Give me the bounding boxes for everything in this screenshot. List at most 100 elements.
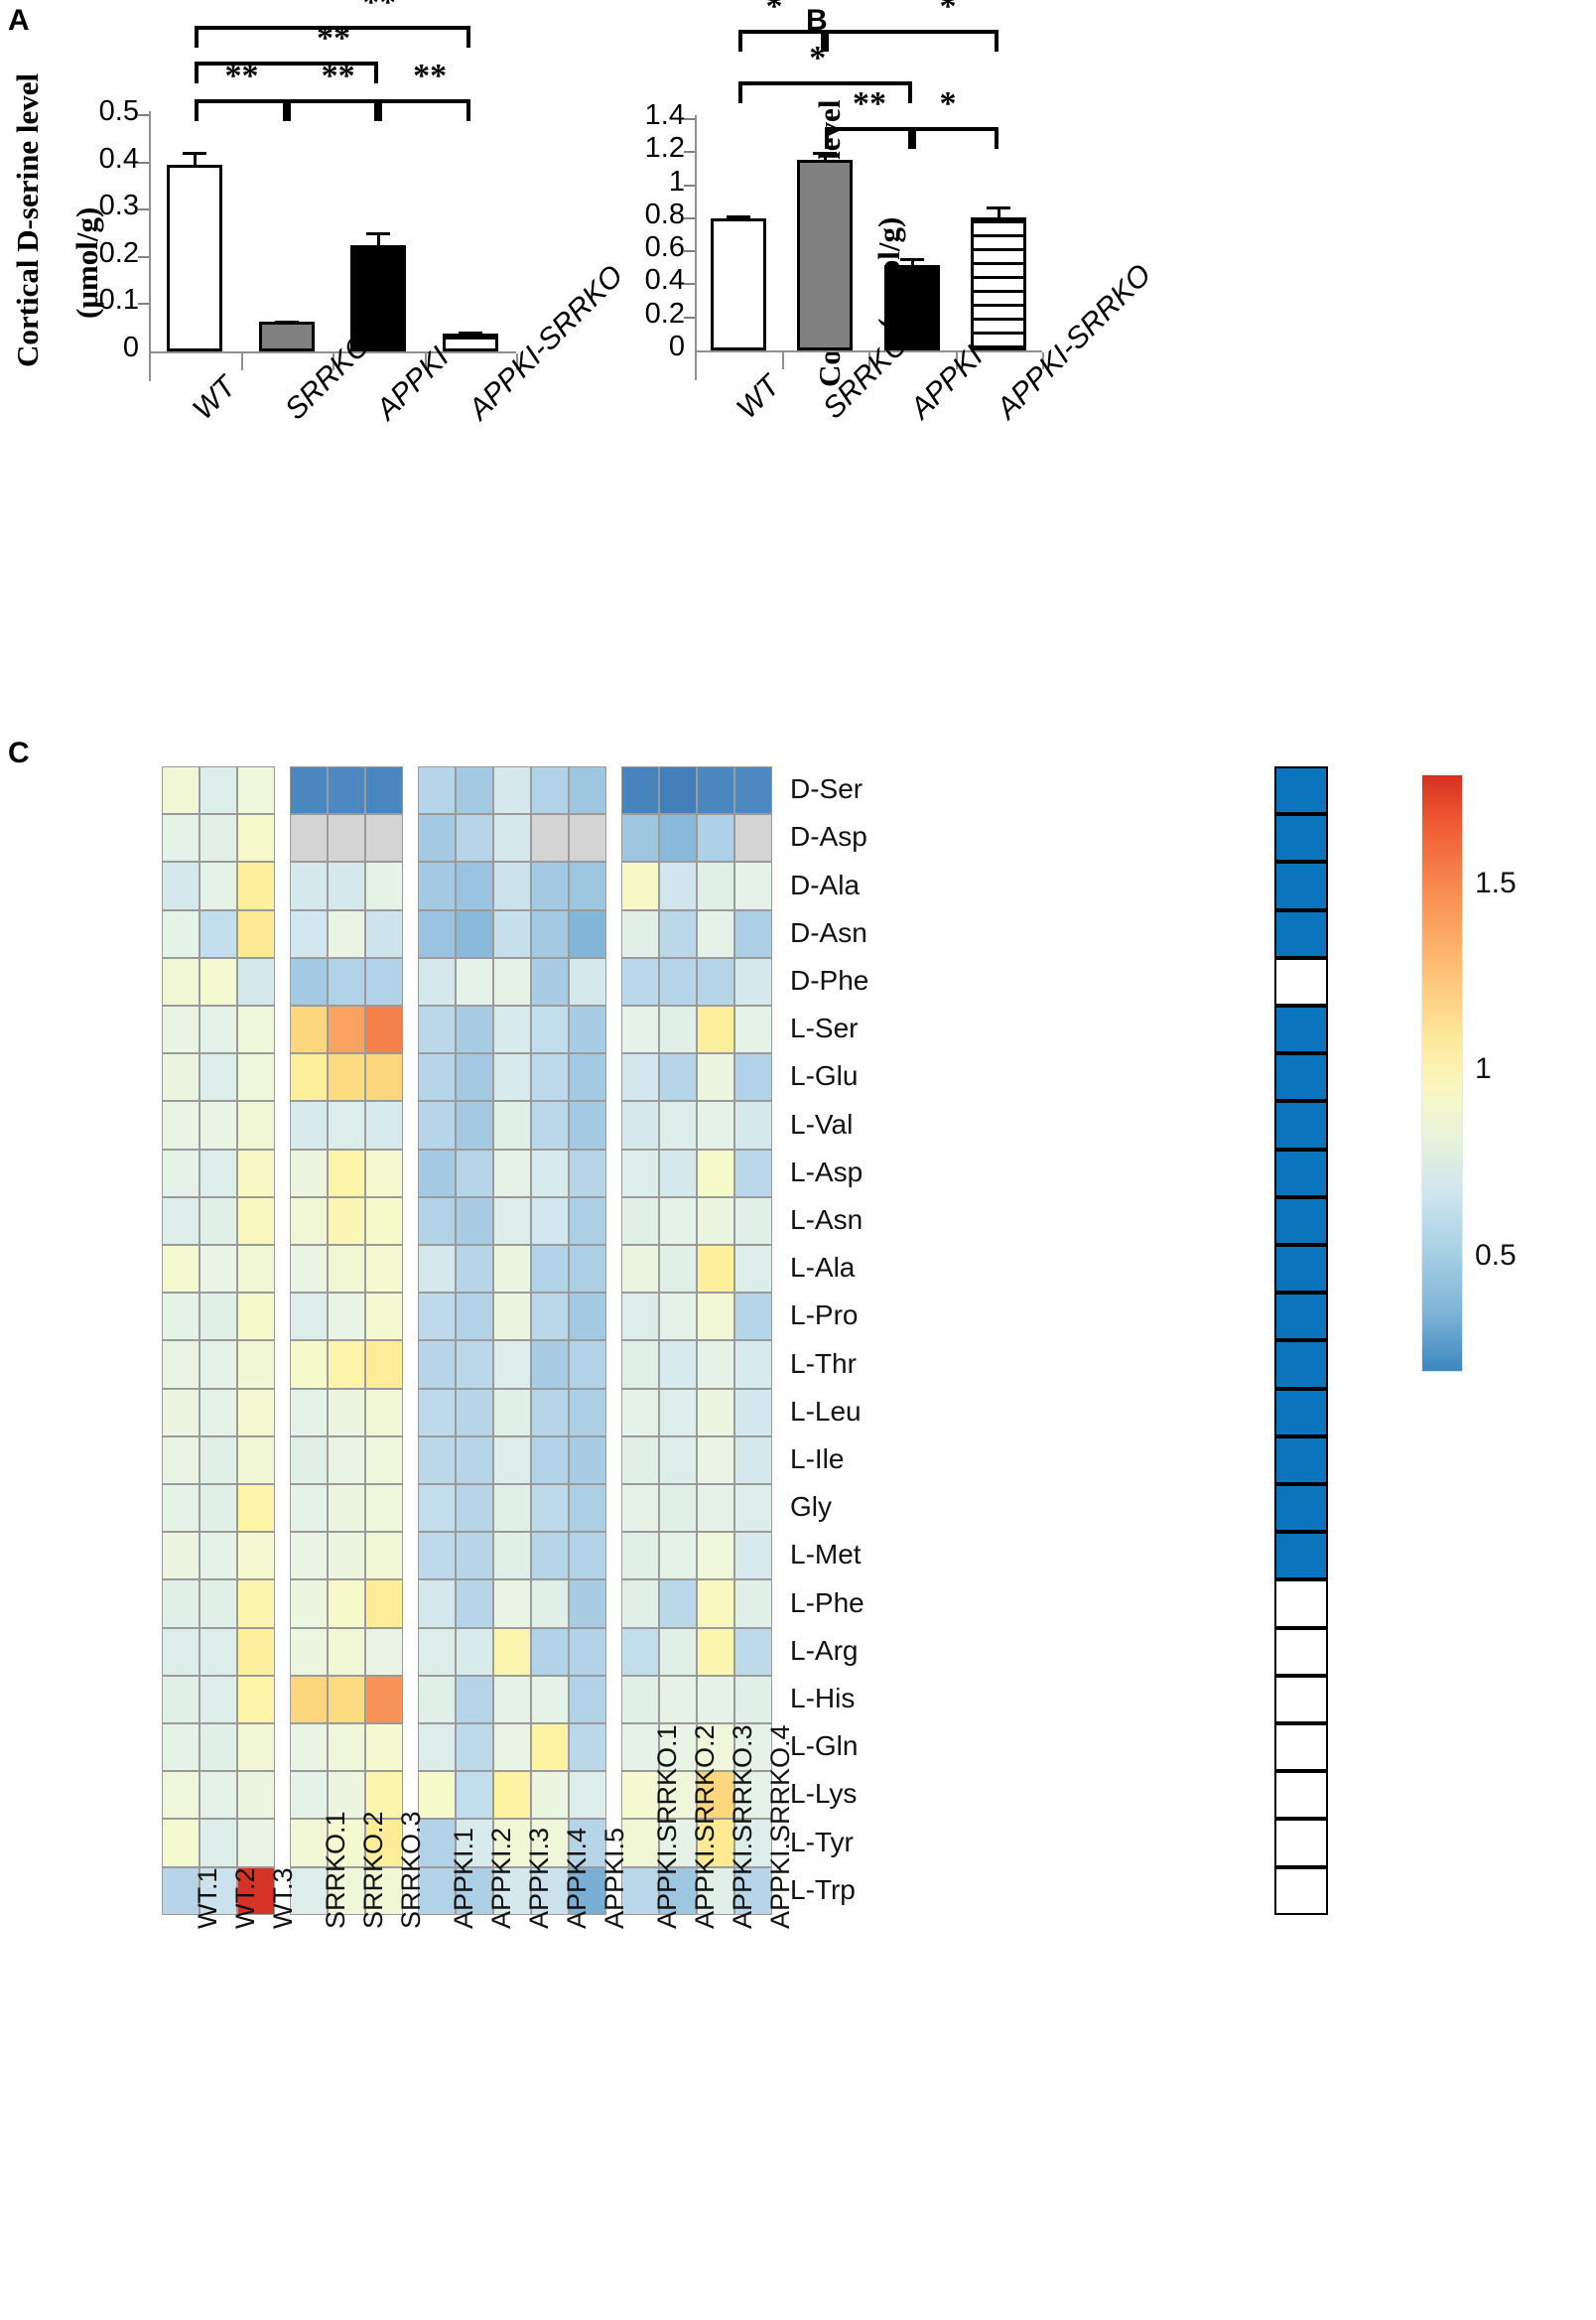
heatmap-cell — [162, 1340, 200, 1389]
heatmap-cell — [659, 1101, 697, 1150]
panel-b-significance-bracket — [737, 81, 912, 103]
heatmap-cell — [697, 1532, 734, 1580]
heatmap-cell — [200, 957, 237, 1006]
b-error-bar — [726, 215, 750, 219]
b-category-separator — [781, 352, 784, 369]
heatmap-cell — [531, 1340, 569, 1389]
heatmap-cell — [531, 1388, 569, 1436]
heatmap-row-label: L-Ala — [790, 1252, 856, 1284]
heatmap-cell — [659, 814, 697, 863]
heatmap-cell — [659, 1006, 697, 1054]
heatmap-cell — [734, 1819, 772, 1867]
heatmap-cell — [659, 1149, 697, 1197]
heatmap-cell — [659, 1627, 697, 1676]
bracket-top-line — [825, 127, 912, 131]
bracket-right-tick — [907, 127, 912, 149]
heatmap-cell — [162, 1866, 200, 1915]
heatmap-cell — [162, 1532, 200, 1580]
b-y-tick-label: 1 — [668, 165, 685, 198]
heatmap-cell — [569, 1866, 606, 1915]
heatmap-cell — [456, 1723, 493, 1772]
heatmap-cell — [697, 1866, 734, 1915]
heatmap-cell — [290, 1484, 328, 1533]
heatmap-cell — [569, 1340, 606, 1389]
heatmap-column-label: WT.1 — [193, 1867, 222, 1929]
heatmap-cell — [328, 1723, 365, 1772]
b-y-tick-label: 0.6 — [644, 231, 685, 264]
heatmap-cell — [200, 1053, 237, 1102]
heatmap-cell — [569, 909, 606, 958]
heatmap-cell — [162, 1293, 200, 1341]
heatmap-row-label: L-His — [790, 1682, 856, 1713]
bracket-top-line — [195, 99, 287, 103]
error-bar-line — [998, 206, 1001, 218]
heatmap-row-label: L-Phe — [790, 1586, 864, 1618]
b-category-separator — [955, 352, 958, 369]
heatmap-cell — [456, 862, 493, 910]
heatmap-cell — [621, 1819, 659, 1867]
heatmap-cell — [365, 1388, 403, 1436]
a-bar-wt — [167, 164, 223, 351]
panel-b-significance-bracket — [825, 30, 999, 52]
b-y-tick-mark — [684, 118, 695, 120]
heatmap-colorbar — [1421, 774, 1463, 1372]
b-y-tick-label: 0.4 — [644, 264, 685, 297]
heatmap-cell — [418, 1196, 456, 1245]
heatmap-significance-cell — [1274, 1388, 1328, 1436]
heatmap-cell — [697, 1579, 734, 1628]
heatmap-cell — [734, 1149, 772, 1197]
heatmap-cell — [328, 1435, 365, 1484]
heatmap-cell — [456, 1627, 493, 1676]
b-y-axis-line — [695, 115, 697, 380]
heatmap-cell — [162, 1819, 200, 1867]
heatmap-cell — [569, 1484, 606, 1533]
a-y-axis-line — [149, 111, 151, 381]
heatmap-cell — [493, 1388, 531, 1436]
heatmap-cell — [621, 1723, 659, 1772]
heatmap-cell — [493, 1101, 531, 1150]
heatmap-cell — [531, 1435, 569, 1484]
heatmap-cell — [531, 814, 569, 863]
heatmap-row-label: L-Val — [790, 1108, 854, 1140]
heatmap-cell — [162, 862, 200, 910]
heatmap-cell — [621, 1388, 659, 1436]
heatmap-row-label: L-Trp — [790, 1873, 856, 1905]
heatmap-column-label: WT.2 — [230, 1867, 260, 1929]
heatmap-row-label: L-Glu — [790, 1060, 859, 1092]
heatmap-cell — [328, 1006, 365, 1054]
panel-a-significance-bracket — [195, 26, 470, 48]
b-y-tick-label: 1.4 — [644, 99, 685, 131]
heatmap-cell — [493, 1006, 531, 1054]
heatmap-cell — [200, 1819, 237, 1867]
heatmap-cell — [290, 1435, 328, 1484]
heatmap-cell — [328, 909, 365, 958]
heatmap-cell — [418, 1006, 456, 1054]
heatmap-cell — [365, 862, 403, 910]
heatmap-cell — [659, 1196, 697, 1245]
heatmap-cell — [328, 1293, 365, 1341]
heatmap-cell — [697, 814, 734, 863]
heatmap-cell — [493, 1196, 531, 1245]
heatmap-cell — [365, 1723, 403, 1772]
panel-letter-c: C — [8, 737, 30, 769]
heatmap-cell — [531, 1723, 569, 1772]
heatmap-column-label: APPKI.2 — [486, 1827, 516, 1929]
a-y-tick-label: 0 — [122, 332, 139, 363]
heatmap-cell — [237, 1579, 275, 1628]
heatmap-cell — [697, 1771, 734, 1820]
heatmap-significance-cell — [1274, 1053, 1328, 1102]
heatmap-cell — [200, 1293, 237, 1341]
heatmap-row-label: L-Asp — [790, 1156, 864, 1187]
a-bar-appki — [350, 244, 407, 351]
heatmap-cell — [418, 1866, 456, 1915]
heatmap-cell — [456, 909, 493, 958]
heatmap-cell — [328, 1101, 365, 1150]
heatmap-cell — [200, 1771, 237, 1820]
bracket-right-tick — [821, 30, 826, 52]
heatmap-cell — [200, 909, 237, 958]
heatmap-cell — [456, 1579, 493, 1628]
heatmap-cell — [418, 1340, 456, 1389]
heatmap-cell — [659, 1771, 697, 1820]
b-y-tick-label: 1.2 — [644, 132, 685, 165]
heatmap-cell — [418, 1484, 456, 1533]
